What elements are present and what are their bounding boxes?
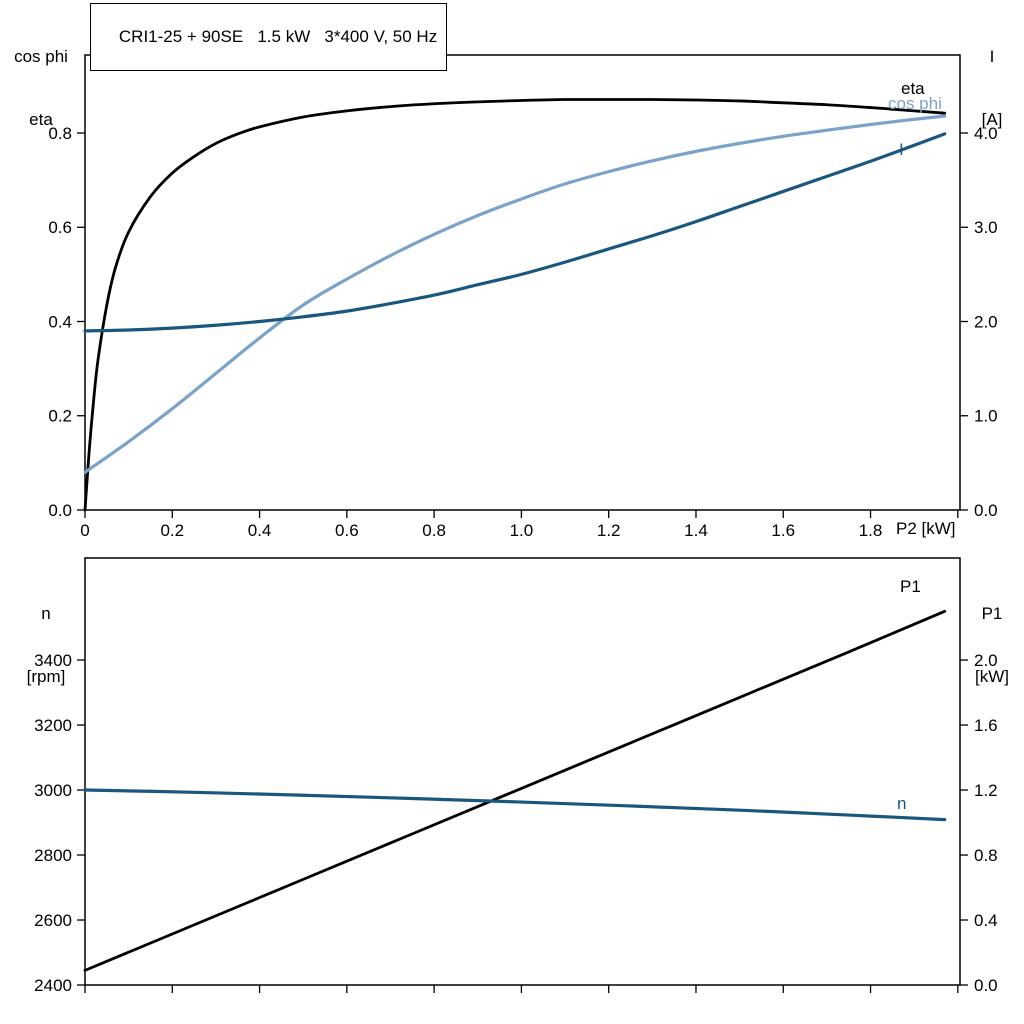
svg-text:0.4: 0.4 <box>248 521 272 540</box>
eta-curve-label: eta <box>901 79 925 98</box>
svg-text:0.8: 0.8 <box>422 521 446 540</box>
svg-text:0.0: 0.0 <box>974 976 998 995</box>
svg-text:0.2: 0.2 <box>48 407 72 426</box>
svg-text:3000: 3000 <box>34 781 72 800</box>
svg-text:0.4: 0.4 <box>48 312 72 331</box>
svg-text:1.0: 1.0 <box>510 521 534 540</box>
svg-text:0.8: 0.8 <box>974 846 998 865</box>
speed-axis-unit: [rpm] <box>26 667 66 686</box>
speed-axis-title: n [rpm] <box>10 561 82 729</box>
current-axis-unit: [A] <box>981 110 1003 129</box>
svg-text:2.0: 2.0 <box>974 312 998 331</box>
svg-text:3400: 3400 <box>34 651 72 670</box>
top-left-axis-title: cos phi eta <box>6 4 76 172</box>
current-curve-label: I <box>899 140 904 159</box>
svg-text:0.6: 0.6 <box>335 521 359 540</box>
p1-axis-label: P1 <box>981 604 1003 623</box>
svg-text:3200: 3200 <box>34 716 72 735</box>
eta-axis-label: eta <box>29 110 53 129</box>
svg-text:1.2: 1.2 <box>597 521 621 540</box>
p2-axis-label: P2 [kW] <box>896 519 956 538</box>
svg-text:1.8: 1.8 <box>859 521 883 540</box>
svg-text:1.6: 1.6 <box>974 716 998 735</box>
svg-text:1.2: 1.2 <box>974 781 998 800</box>
chart-title-box: CRI1-25 + 90SE 1.5 kW 3*400 V, 50 Hz <box>90 3 448 71</box>
p1-curve-label: P1 <box>900 577 921 596</box>
svg-text:0.6: 0.6 <box>48 218 72 237</box>
svg-text:2400: 2400 <box>34 976 72 995</box>
svg-text:2.0: 2.0 <box>974 651 998 670</box>
svg-text:4.0: 4.0 <box>974 124 998 143</box>
current-axis-title: I [A] <box>969 4 1015 172</box>
svg-text:3.0: 3.0 <box>974 218 998 237</box>
svg-text:0: 0 <box>80 521 89 540</box>
svg-text:1.0: 1.0 <box>974 407 998 426</box>
current-axis-label: I <box>989 47 995 66</box>
svg-text:0.2: 0.2 <box>160 521 184 540</box>
svg-text:2600: 2600 <box>34 911 72 930</box>
chart-title: CRI1-25 + 90SE 1.5 kW 3*400 V, 50 Hz <box>118 27 438 46</box>
cos-phi-curve-label: cos phi <box>888 94 942 113</box>
cos-phi-axis-label: cos phi <box>14 47 68 66</box>
p1-axis-unit: [kW] <box>975 667 1009 686</box>
svg-text:0.0: 0.0 <box>974 501 998 520</box>
speed-curve-label: n <box>897 794 907 813</box>
svg-text:1.4: 1.4 <box>684 521 708 540</box>
svg-text:0.4: 0.4 <box>974 911 998 930</box>
svg-text:1.6: 1.6 <box>771 521 795 540</box>
svg-text:0.0: 0.0 <box>48 501 72 520</box>
svg-text:2800: 2800 <box>34 846 72 865</box>
speed-axis-label: n <box>41 604 51 623</box>
svg-text:0.8: 0.8 <box>48 124 72 143</box>
p1-axis-title: P1 [kW] <box>969 561 1015 729</box>
